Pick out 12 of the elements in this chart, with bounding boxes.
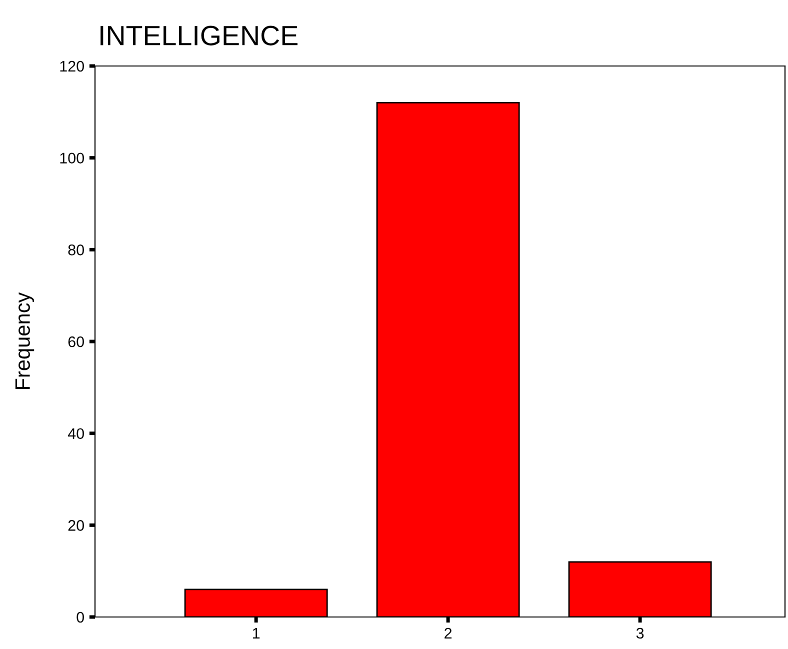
x-tick-label: 1	[252, 628, 260, 638]
y-tick-label: 0	[76, 612, 84, 623]
chart-title: INTELLIGENCE	[100, 26, 298, 46]
y-tick-label: 20	[68, 520, 84, 531]
y-tick-label: 100	[60, 152, 84, 164]
y-tick-label: 40	[68, 428, 84, 440]
x-tick-label: 3	[636, 628, 644, 639]
x-tick-label: 2	[444, 628, 452, 638]
y-tick-label: 120	[60, 60, 84, 72]
y-axis-title: Frequency	[15, 292, 34, 389]
y-tick-label: 60	[68, 336, 84, 348]
y-tick-label: 80	[68, 244, 84, 256]
